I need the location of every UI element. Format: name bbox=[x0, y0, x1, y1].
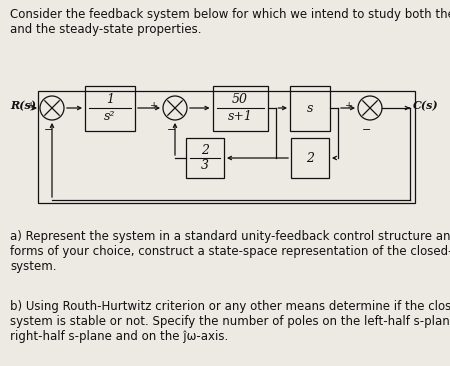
Text: s²: s² bbox=[104, 109, 116, 123]
Text: 1: 1 bbox=[106, 93, 114, 107]
Text: s: s bbox=[307, 101, 313, 115]
Text: R(s): R(s) bbox=[10, 101, 36, 112]
Text: −: − bbox=[44, 125, 54, 135]
Circle shape bbox=[40, 96, 64, 120]
Bar bbox=[85, 86, 135, 131]
Text: 3: 3 bbox=[201, 159, 209, 172]
Bar bbox=[38, 91, 415, 203]
Text: 2: 2 bbox=[306, 152, 314, 164]
Text: +: + bbox=[150, 101, 158, 109]
Text: +: + bbox=[27, 101, 35, 109]
Text: −: − bbox=[167, 125, 177, 135]
Text: −: − bbox=[362, 125, 372, 135]
Text: +: + bbox=[345, 101, 353, 109]
Circle shape bbox=[163, 96, 187, 120]
Text: C(s): C(s) bbox=[413, 101, 439, 112]
Text: 2: 2 bbox=[201, 144, 209, 157]
Text: s+1: s+1 bbox=[228, 109, 252, 123]
Bar bbox=[290, 86, 330, 131]
Bar bbox=[212, 86, 267, 131]
Bar bbox=[186, 138, 224, 178]
Text: Consider the feedback system below for which we intend to study both the stabili: Consider the feedback system below for w… bbox=[10, 8, 450, 36]
Text: 50: 50 bbox=[232, 93, 248, 107]
Text: a) Represent the system in a standard unity-feedback control structure and using: a) Represent the system in a standard un… bbox=[10, 230, 450, 273]
Text: b) Using Routh-Hurtwitz criterion or any other means determine if the closed-loo: b) Using Routh-Hurtwitz criterion or any… bbox=[10, 300, 450, 343]
Bar bbox=[291, 138, 329, 178]
Circle shape bbox=[358, 96, 382, 120]
